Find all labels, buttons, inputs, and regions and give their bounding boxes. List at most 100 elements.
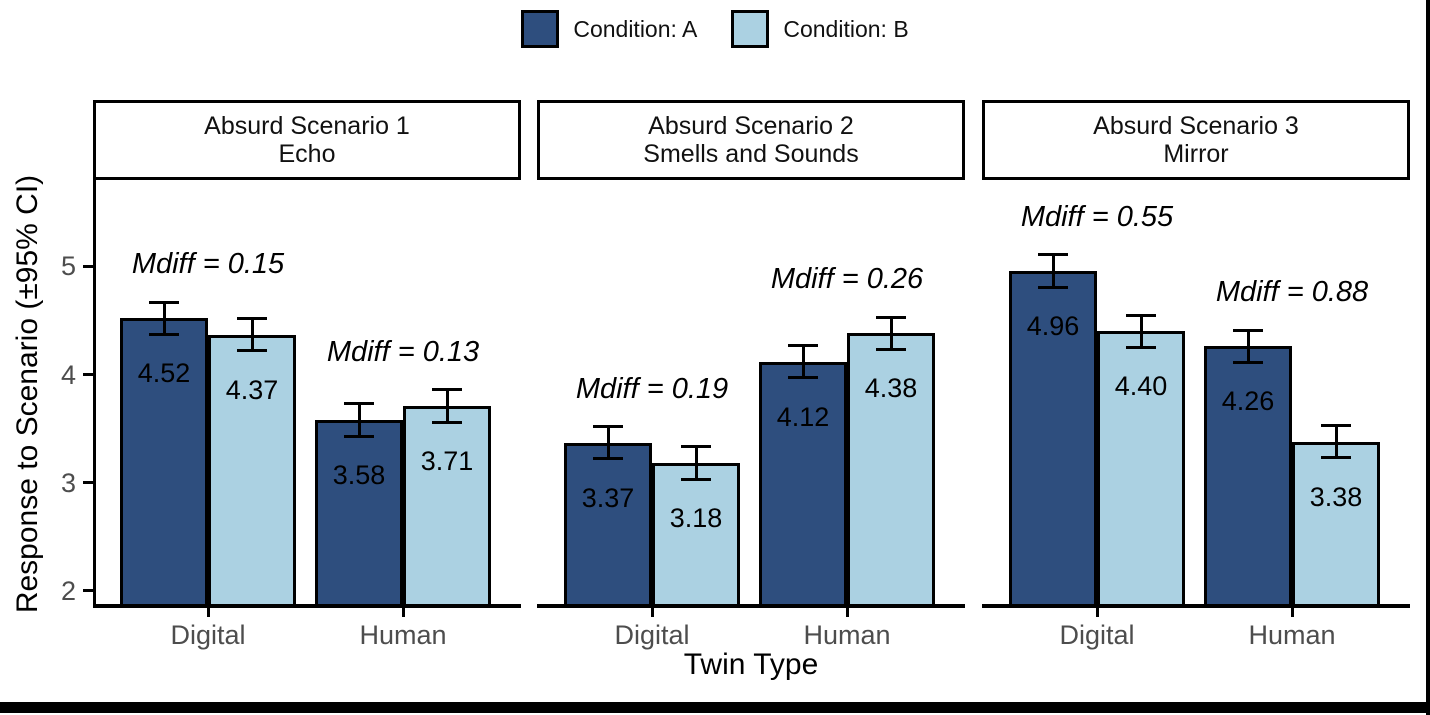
error-bar-cap-top bbox=[1126, 313, 1156, 317]
y-axis-line bbox=[93, 180, 96, 608]
bar-value-label: 4.37 bbox=[225, 374, 279, 405]
error-bar-cap-top bbox=[149, 300, 179, 304]
x-axis-line bbox=[982, 604, 1410, 608]
error-bar-line bbox=[1334, 425, 1338, 458]
error-bar-cap-bottom bbox=[876, 348, 906, 352]
bar-value-label: 3.71 bbox=[420, 445, 474, 476]
bar-value-label: 4.96 bbox=[1026, 310, 1080, 341]
facet-strip-title-line1: Absurd Scenario 3 bbox=[1093, 112, 1299, 140]
legend-item-condition-b: Condition: B bbox=[731, 10, 909, 48]
window-border-right bbox=[1426, 0, 1430, 715]
facet-strip-title-line2: Mirror bbox=[1163, 140, 1229, 168]
error-bar-cap-top bbox=[1233, 328, 1263, 332]
bar-value-label: 4.40 bbox=[1114, 371, 1168, 402]
error-bar-line bbox=[162, 302, 166, 335]
error-bar-line bbox=[1051, 254, 1055, 287]
error-bar-line bbox=[250, 318, 254, 351]
error-bar-cap-bottom bbox=[788, 376, 818, 380]
mdiff-label: Mdiff = 0.88 bbox=[1215, 276, 1369, 309]
x-axis-title: Twin Type bbox=[683, 648, 819, 681]
bar-value-label: 4.12 bbox=[776, 401, 830, 432]
facet-strip: Absurd Scenario 1 Echo bbox=[93, 100, 521, 180]
mdiff-label: Mdiff = 0.15 bbox=[131, 248, 285, 281]
mdiff-label: Mdiff = 0.19 bbox=[575, 372, 729, 405]
bar-value-label: 3.38 bbox=[1309, 481, 1363, 512]
mdiff-label: Mdiff = 0.55 bbox=[1020, 200, 1174, 233]
y-axis-tick bbox=[83, 481, 93, 485]
bar-human-condition-b bbox=[1292, 441, 1380, 608]
legend-swatch-condition-a bbox=[521, 10, 560, 48]
legend-swatch-condition-b bbox=[731, 10, 770, 48]
error-bar-cap-bottom bbox=[237, 349, 267, 353]
x-axis-tick bbox=[650, 608, 654, 617]
x-axis-line bbox=[93, 604, 521, 608]
error-bar-cap-bottom bbox=[344, 434, 374, 438]
error-bar-line bbox=[1246, 330, 1250, 363]
facet-strip: Absurd Scenario 2 Smells and Sounds bbox=[537, 100, 965, 180]
error-bar-line bbox=[445, 389, 449, 423]
x-axis-tick bbox=[206, 608, 210, 617]
y-axis-tick-label: 3 bbox=[60, 467, 76, 498]
y-axis-tick bbox=[83, 264, 93, 268]
error-bar-line bbox=[889, 317, 893, 350]
x-axis-tick bbox=[401, 608, 405, 617]
facet-panel: 4.52 4.37 Mdiff = 0.15 3.58 3.71 Mdiff = 0.13 bbox=[93, 180, 521, 608]
error-bar-line bbox=[1139, 315, 1143, 348]
bar-human-condition-a bbox=[759, 361, 847, 608]
x-axis-tick bbox=[1095, 608, 1099, 617]
y-axis-tick bbox=[83, 373, 93, 377]
error-bar-line bbox=[694, 446, 698, 480]
bar-digital-condition-b bbox=[652, 463, 740, 608]
x-axis-category-label: Digital bbox=[170, 620, 246, 650]
x-axis-category-label: Digital bbox=[614, 620, 690, 650]
bar-digital-condition-a bbox=[564, 442, 652, 608]
error-bar-cap-top bbox=[432, 388, 462, 392]
error-bar-cap-bottom bbox=[593, 457, 623, 461]
error-bar-line bbox=[801, 345, 805, 378]
error-bar-cap-bottom bbox=[1126, 346, 1156, 350]
bar-human-condition-b bbox=[847, 333, 935, 608]
error-bar-cap-bottom bbox=[681, 477, 711, 481]
error-bar-cap-top bbox=[344, 402, 374, 406]
facet-strip-title-line1: Absurd Scenario 2 bbox=[648, 112, 854, 140]
error-bar-line bbox=[606, 426, 610, 459]
x-axis-tick bbox=[1290, 608, 1294, 617]
legend: Condition: A Condition: B bbox=[0, 6, 1430, 52]
mdiff-label: Mdiff = 0.26 bbox=[770, 263, 924, 296]
error-bar-cap-top bbox=[788, 343, 818, 347]
error-bar-cap-bottom bbox=[1321, 456, 1351, 460]
bar-digital-condition-b bbox=[208, 334, 296, 608]
error-bar-cap-top bbox=[1038, 253, 1068, 257]
facet-panel: 4.96 4.40 Mdiff = 0.55 4.26 3.38 Mdiff = 0.88 bbox=[982, 180, 1410, 608]
error-bar-cap-top bbox=[681, 445, 711, 449]
bar-human-condition-b bbox=[403, 405, 491, 608]
error-bar-cap-top bbox=[876, 315, 906, 319]
bar-human-condition-a bbox=[315, 419, 403, 608]
facet-strip-title-line2: Smells and Sounds bbox=[643, 140, 859, 168]
x-axis-category-label: Human bbox=[359, 620, 447, 650]
facet-strip: Absurd Scenario 3 Mirror bbox=[982, 100, 1410, 180]
error-bar-cap-top bbox=[1321, 423, 1351, 427]
y-axis-tick-label: 2 bbox=[60, 575, 76, 606]
x-axis-category-label: Digital bbox=[1059, 620, 1135, 650]
bar-value-label: 3.37 bbox=[581, 482, 635, 513]
error-bar-cap-bottom bbox=[1233, 361, 1263, 365]
bar-value-label: 3.58 bbox=[332, 459, 386, 490]
error-bar-cap-bottom bbox=[149, 333, 179, 337]
facet-strip-title-line1: Absurd Scenario 1 bbox=[204, 112, 410, 140]
bar-digital-condition-b bbox=[1097, 331, 1185, 608]
y-axis-tick bbox=[83, 589, 93, 593]
y-axis-tick-label: 5 bbox=[60, 251, 76, 282]
legend-item-condition-a: Condition: A bbox=[521, 10, 697, 48]
bar-value-label: 4.26 bbox=[1221, 386, 1275, 417]
bar-value-label: 4.52 bbox=[137, 358, 191, 389]
error-bar-cap-bottom bbox=[1038, 285, 1068, 289]
bar-value-label: 4.38 bbox=[864, 373, 918, 404]
x-axis-category-label: Human bbox=[1248, 620, 1336, 650]
y-axis-tick-label: 4 bbox=[60, 359, 76, 390]
mdiff-label: Mdiff = 0.13 bbox=[326, 335, 480, 368]
facet-strip-title-line2: Echo bbox=[278, 140, 336, 168]
facet-panel: 3.37 3.18 Mdiff = 0.19 4.12 4.38 Mdiff = 0.26 bbox=[537, 180, 965, 608]
window-border-bottom bbox=[0, 702, 1430, 713]
